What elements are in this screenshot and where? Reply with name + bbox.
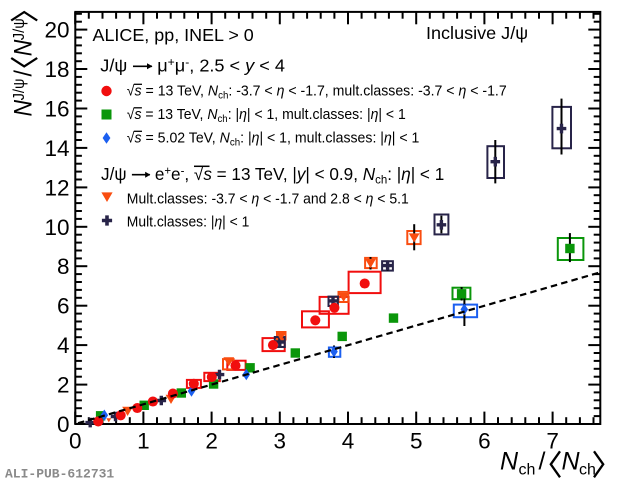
svg-text:√s = 13 TeV, Nch: -3.7 < η < -: √s = 13 TeV, Nch: -3.7 < η < -1.7, mult.… <box>127 83 507 101</box>
svg-text:6: 6 <box>478 428 491 453</box>
svg-text:16: 16 <box>44 97 69 122</box>
svg-text:6: 6 <box>57 294 70 319</box>
svg-text:10: 10 <box>44 215 69 240</box>
svg-text:18: 18 <box>44 57 69 82</box>
svg-text:2: 2 <box>57 373 70 398</box>
svg-text:N: N <box>562 448 581 476</box>
svg-text:N: N <box>10 39 38 56</box>
svg-text:/: / <box>539 448 546 476</box>
svg-text:μ+μ-, 2.5 < y < 4: μ+μ-, 2.5 < y < 4 <box>157 55 285 75</box>
svg-text:Mult.classes: |η| < 1: Mult.classes: |η| < 1 <box>127 214 250 230</box>
svg-text:4: 4 <box>57 333 70 358</box>
svg-text:7: 7 <box>546 428 559 453</box>
svg-text:14: 14 <box>44 136 69 161</box>
svg-text:1: 1 <box>137 428 150 453</box>
svg-text:0: 0 <box>69 428 82 453</box>
svg-text:20: 20 <box>44 18 69 43</box>
svg-text:Mult.classes: -3.7 < η < -1.7: Mult.classes: -3.7 < η < -1.7 and 2.8 < … <box>127 191 409 207</box>
svg-text:J/ψ: J/ψ <box>10 18 28 40</box>
svg-text:0: 0 <box>57 412 70 437</box>
svg-text:ch: ch <box>579 462 596 479</box>
svg-text:3: 3 <box>274 428 287 453</box>
svg-text:12: 12 <box>44 175 69 200</box>
svg-text:J/ψ: J/ψ <box>10 78 28 100</box>
svg-text:5: 5 <box>410 428 423 453</box>
svg-text:N: N <box>500 448 519 476</box>
svg-text:ch: ch <box>519 462 536 479</box>
svg-text:J/ψ: J/ψ <box>100 56 127 75</box>
svg-text:ALICE, pp, INEL > 0: ALICE, pp, INEL > 0 <box>93 25 254 45</box>
svg-text:/: / <box>10 70 38 77</box>
svg-text:√s = 5.02 TeV, Nch: |η| < 1, m: √s = 5.02 TeV, Nch: |η| < 1, mult.classe… <box>127 130 420 148</box>
svg-text:e+e-, √s = 13 TeV, |y| < 0.9,: e+e-, √s = 13 TeV, |y| < 0.9, Nch: |η| <… <box>155 164 444 187</box>
svg-text:Inclusive J/ψ: Inclusive J/ψ <box>426 23 528 43</box>
svg-text:N: N <box>10 99 38 116</box>
svg-text:√s = 13 TeV, Nch: |η| < 1, mul: √s = 13 TeV, Nch: |η| < 1, mult.classes:… <box>127 107 406 125</box>
svg-text:ALI-PUB-612731: ALI-PUB-612731 <box>5 466 114 481</box>
svg-text:2: 2 <box>205 428 218 453</box>
svg-text:4: 4 <box>342 428 355 453</box>
svg-text:8: 8 <box>57 254 70 279</box>
svg-text:J/ψ: J/ψ <box>101 164 127 184</box>
